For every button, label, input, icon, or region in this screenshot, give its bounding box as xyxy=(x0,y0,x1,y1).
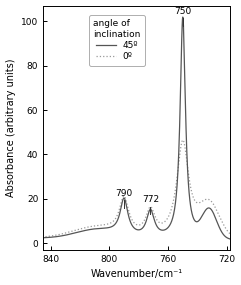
Text: 772: 772 xyxy=(142,196,159,204)
Text: 750: 750 xyxy=(174,7,191,16)
Text: 790: 790 xyxy=(115,189,133,198)
X-axis label: Wavenumber/cm⁻¹: Wavenumber/cm⁻¹ xyxy=(90,269,183,280)
Y-axis label: Absorbance (arbitrary units): Absorbance (arbitrary units) xyxy=(6,58,16,197)
Legend: 45º, 0º: 45º, 0º xyxy=(89,15,145,66)
